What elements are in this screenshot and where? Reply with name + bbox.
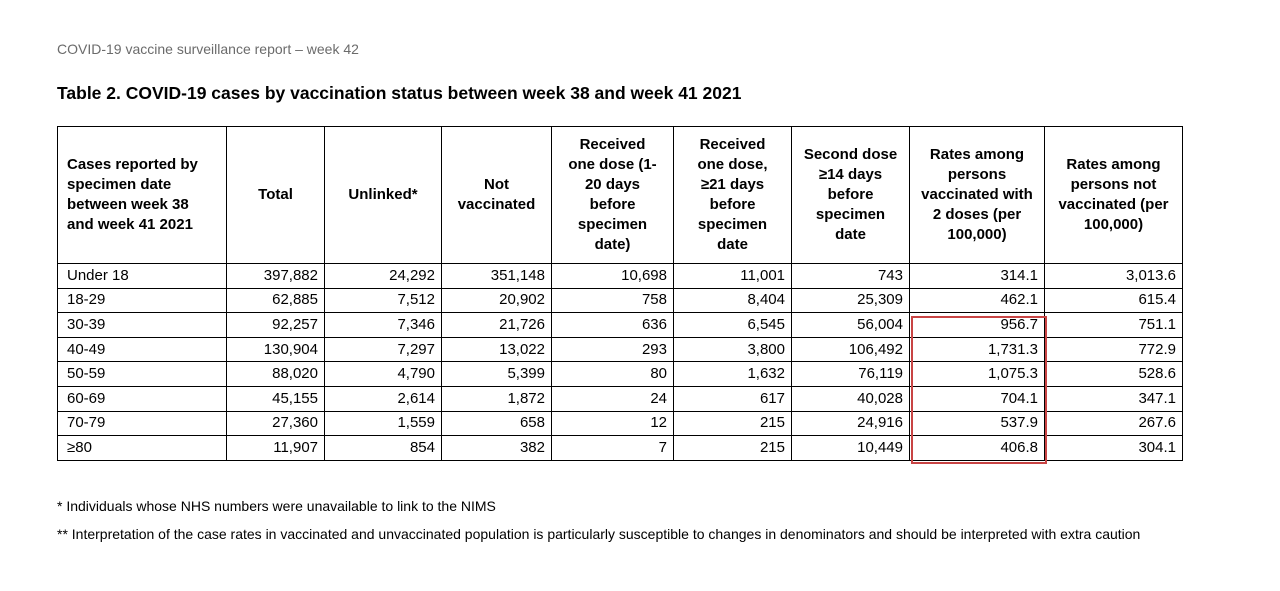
footnote-unlinked: * Individuals whose NHS numbers were una… [57,498,496,514]
not-vaccinated-cell: 21,726 [441,312,552,338]
age-group-cell: 30-39 [57,312,227,338]
col-header-total: Total [226,126,325,264]
one-dose-21-cell: 617 [673,385,792,412]
col-header-rate-not-vaccinated: Rates among persons not vaccinated (per … [1044,126,1183,264]
second-dose-cell: 40,028 [791,385,910,412]
second-dose-cell: 24,916 [791,410,910,437]
unlinked-cell: 24,292 [324,263,442,289]
rate-vaccinated-cell: 1,731.3 [909,336,1045,363]
rate-not-vaccinated-cell: 267.6 [1044,410,1183,437]
one-dose-21-cell: 215 [673,410,792,437]
one-dose-1-20-cell: 636 [551,312,674,338]
col-header-one-dose-21: Received one dose, ≥21 days before speci… [673,126,792,264]
rate-vaccinated-cell: 314.1 [909,263,1045,289]
one-dose-1-20-cell: 12 [551,410,674,437]
unlinked-cell: 7,297 [324,336,442,363]
table-row: ≥80 11,907 854 382 7 215 10,449 406.8 30… [57,435,1183,461]
unlinked-cell: 7,346 [324,312,442,338]
rate-vaccinated-cell: 462.1 [909,287,1045,314]
one-dose-1-20-cell: 10,698 [551,263,674,289]
total-cell: 88,020 [226,361,325,387]
second-dose-cell: 743 [791,263,910,289]
col-header-not-vaccinated: Not vaccinated [441,126,552,264]
not-vaccinated-cell: 351,148 [441,263,552,289]
one-dose-21-cell: 215 [673,435,792,461]
rate-not-vaccinated-cell: 615.4 [1044,287,1183,314]
age-group-cell: 18-29 [57,287,227,314]
second-dose-cell: 25,309 [791,287,910,314]
footnote-interpretation: ** Interpretation of the case rates in v… [57,526,1141,542]
col-header-rate-vaccinated: Rates among persons vaccinated with 2 do… [909,126,1045,264]
rate-vaccinated-cell: 537.9 [909,410,1045,437]
rate-not-vaccinated-cell: 528.6 [1044,361,1183,387]
age-group-cell: ≥80 [57,435,227,461]
table-row: 40-49 130,904 7,297 13,022 293 3,800 106… [57,336,1183,363]
one-dose-21-cell: 8,404 [673,287,792,314]
age-group-cell: 40-49 [57,336,227,363]
one-dose-21-cell: 6,545 [673,312,792,338]
table-row: 18-29 62,885 7,512 20,902 758 8,404 25,3… [57,287,1183,314]
total-cell: 62,885 [226,287,325,314]
report-header: COVID-19 vaccine surveillance report – w… [57,41,359,57]
second-dose-cell: 56,004 [791,312,910,338]
rate-vaccinated-cell: 1,075.3 [909,361,1045,387]
total-cell: 130,904 [226,336,325,363]
col-header-unlinked: Unlinked* [324,126,442,264]
total-cell: 397,882 [226,263,325,289]
age-group-cell: 60-69 [57,385,227,412]
one-dose-1-20-cell: 80 [551,361,674,387]
rate-not-vaccinated-cell: 772.9 [1044,336,1183,363]
second-dose-cell: 106,492 [791,336,910,363]
rate-vaccinated-cell: 956.7 [909,312,1045,338]
unlinked-cell: 1,559 [324,410,442,437]
total-cell: 45,155 [226,385,325,412]
table-row: 50-59 88,020 4,790 5,399 80 1,632 76,119… [57,361,1183,387]
rate-vaccinated-cell: 704.1 [909,385,1045,412]
vaccination-status-table: Cases reported by specimen date between … [57,126,1183,461]
table-header-row: Cases reported by specimen date between … [57,126,1183,264]
one-dose-1-20-cell: 758 [551,287,674,314]
not-vaccinated-cell: 382 [441,435,552,461]
total-cell: 27,360 [226,410,325,437]
age-group-cell: Under 18 [57,263,227,289]
one-dose-21-cell: 1,632 [673,361,792,387]
col-header-second-dose: Second dose ≥14 days before specimen dat… [791,126,910,264]
rate-vaccinated-cell: 406.8 [909,435,1045,461]
second-dose-cell: 76,119 [791,361,910,387]
table-row: 30-39 92,257 7,346 21,726 636 6,545 56,0… [57,312,1183,338]
total-cell: 11,907 [226,435,325,461]
total-cell: 92,257 [226,312,325,338]
col-header-one-dose-1-20: Received one dose (1-20 days before spec… [551,126,674,264]
age-group-cell: 50-59 [57,361,227,387]
second-dose-cell: 10,449 [791,435,910,461]
one-dose-21-cell: 11,001 [673,263,792,289]
one-dose-21-cell: 3,800 [673,336,792,363]
unlinked-cell: 4,790 [324,361,442,387]
unlinked-cell: 2,614 [324,385,442,412]
unlinked-cell: 7,512 [324,287,442,314]
table-row: Under 18 397,882 24,292 351,148 10,698 1… [57,263,1183,289]
one-dose-1-20-cell: 7 [551,435,674,461]
not-vaccinated-cell: 1,872 [441,385,552,412]
one-dose-1-20-cell: 293 [551,336,674,363]
col-header-age: Cases reported by specimen date between … [57,126,227,264]
age-group-cell: 70-79 [57,410,227,437]
rate-not-vaccinated-cell: 304.1 [1044,435,1183,461]
not-vaccinated-cell: 13,022 [441,336,552,363]
table-row: 60-69 45,155 2,614 1,872 24 617 40,028 7… [57,385,1183,412]
table-row: 70-79 27,360 1,559 658 12 215 24,916 537… [57,410,1183,437]
table-container: Cases reported by specimen date between … [57,126,1183,461]
not-vaccinated-cell: 20,902 [441,287,552,314]
table-title: Table 2. COVID-19 cases by vaccination s… [57,83,742,103]
rate-not-vaccinated-cell: 347.1 [1044,385,1183,412]
rate-not-vaccinated-cell: 3,013.6 [1044,263,1183,289]
not-vaccinated-cell: 658 [441,410,552,437]
not-vaccinated-cell: 5,399 [441,361,552,387]
rate-not-vaccinated-cell: 751.1 [1044,312,1183,338]
unlinked-cell: 854 [324,435,442,461]
one-dose-1-20-cell: 24 [551,385,674,412]
